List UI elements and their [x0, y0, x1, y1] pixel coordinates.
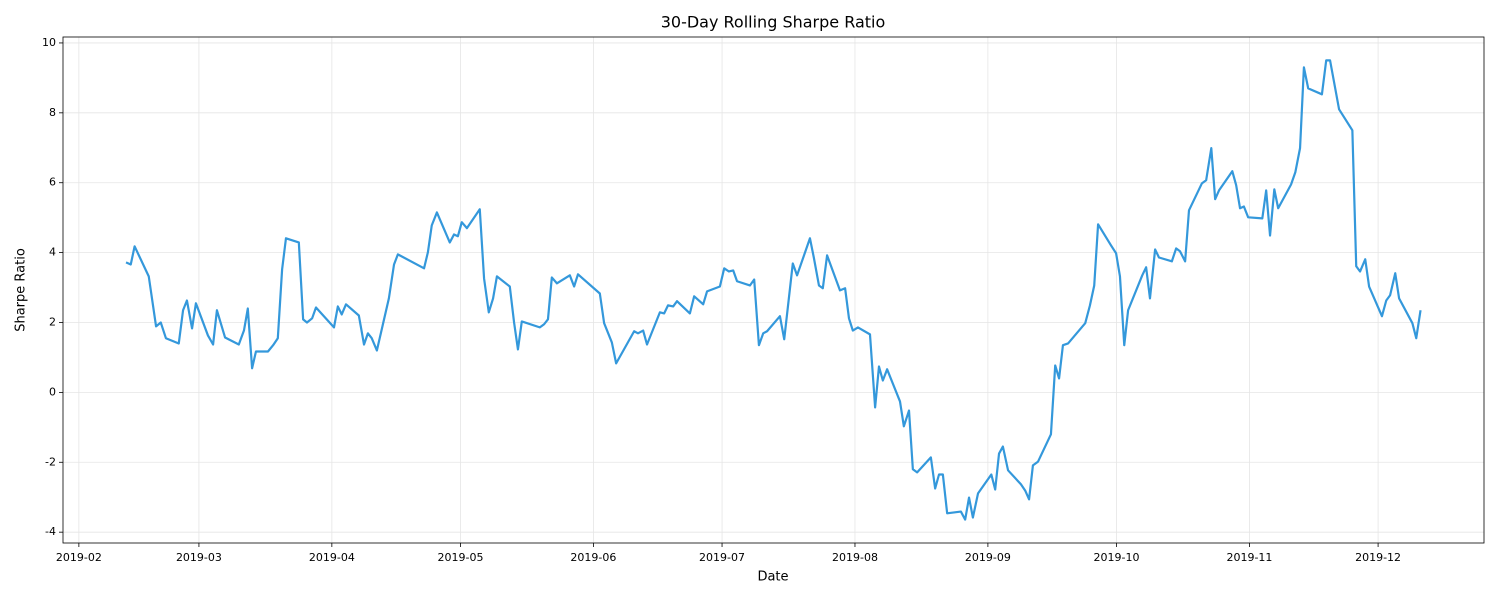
y-tick-label: -4	[45, 525, 56, 538]
x-tick-label: 2019-02	[56, 551, 102, 564]
chart-title: 30-Day Rolling Sharpe Ratio	[661, 13, 886, 32]
y-tick-label: 0	[49, 385, 56, 398]
x-axis-label: Date	[757, 570, 788, 585]
x-tick-label: 2019-08	[832, 551, 878, 564]
x-tick-label: 2019-06	[570, 551, 616, 564]
y-tick-label: 2	[49, 315, 56, 328]
y-tick-label: 8	[49, 106, 56, 119]
plot-frame	[62, 36, 1485, 544]
y-tick-label: 4	[49, 246, 56, 259]
y-tick-label: 6	[49, 176, 56, 189]
x-tick-label: 2019-07	[699, 551, 745, 564]
y-tick-label: 10	[42, 36, 56, 49]
x-tick-label: 2019-10	[1094, 551, 1140, 564]
x-tick-label: 2019-11	[1226, 551, 1272, 564]
x-tick-label: 2019-03	[176, 551, 222, 564]
x-tick-label: 2019-04	[309, 551, 355, 564]
x-tick-label: 2019-12	[1355, 551, 1401, 564]
y-axis-label: Sharpe Ratio	[14, 248, 29, 332]
line-series	[125, 59, 1422, 521]
y-tick-label: -2	[45, 455, 56, 468]
x-tick-label: 2019-09	[965, 551, 1011, 564]
x-tick-label: 2019-05	[438, 551, 484, 564]
